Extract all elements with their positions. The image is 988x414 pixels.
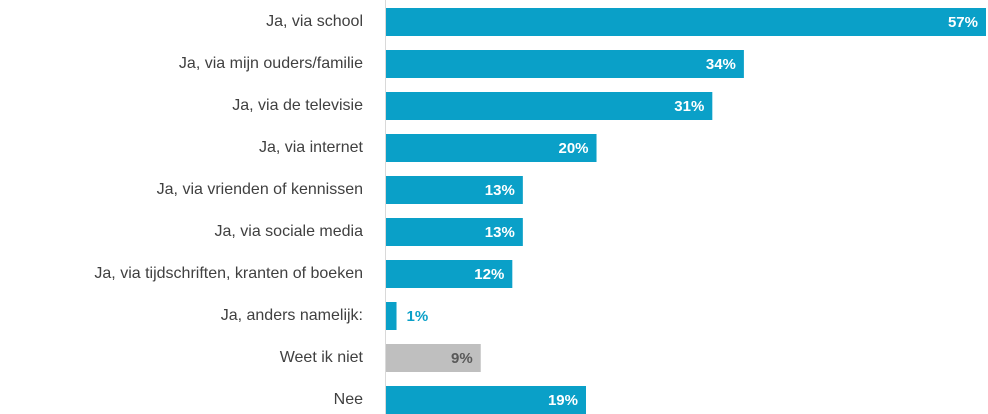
value-label: 13%	[485, 182, 515, 199]
category-label: Ja, via de televisie	[232, 97, 363, 114]
bar	[386, 386, 586, 414]
category-label: Weet ik niet	[280, 349, 364, 366]
value-label: 13%	[485, 224, 515, 241]
value-label: 1%	[407, 308, 429, 325]
bar	[386, 8, 986, 36]
bar	[386, 344, 481, 372]
category-label: Ja, via sociale media	[214, 223, 363, 240]
value-label: 31%	[674, 98, 704, 115]
value-label: 20%	[558, 140, 588, 157]
category-label: Ja, via internet	[259, 139, 364, 156]
value-label: 12%	[474, 266, 504, 283]
value-label: 19%	[548, 392, 578, 409]
value-label: 57%	[948, 14, 978, 31]
category-label: Ja, via school	[266, 13, 363, 30]
category-label: Ja, via vrienden of kennissen	[157, 181, 363, 198]
bar	[386, 260, 513, 288]
bar	[386, 176, 523, 204]
category-label: Nee	[334, 391, 363, 408]
category-label: Ja, anders namelijk:	[221, 307, 363, 324]
category-label: Ja, via tijdschriften, kranten of boeken	[94, 265, 363, 282]
category-label: Ja, via mijn ouders/familie	[179, 55, 363, 72]
bar	[386, 134, 597, 162]
bar	[386, 50, 744, 78]
bar	[386, 302, 397, 330]
bar	[386, 92, 713, 120]
value-label: 9%	[451, 350, 473, 367]
bar	[386, 218, 523, 246]
value-label: 34%	[706, 56, 736, 73]
